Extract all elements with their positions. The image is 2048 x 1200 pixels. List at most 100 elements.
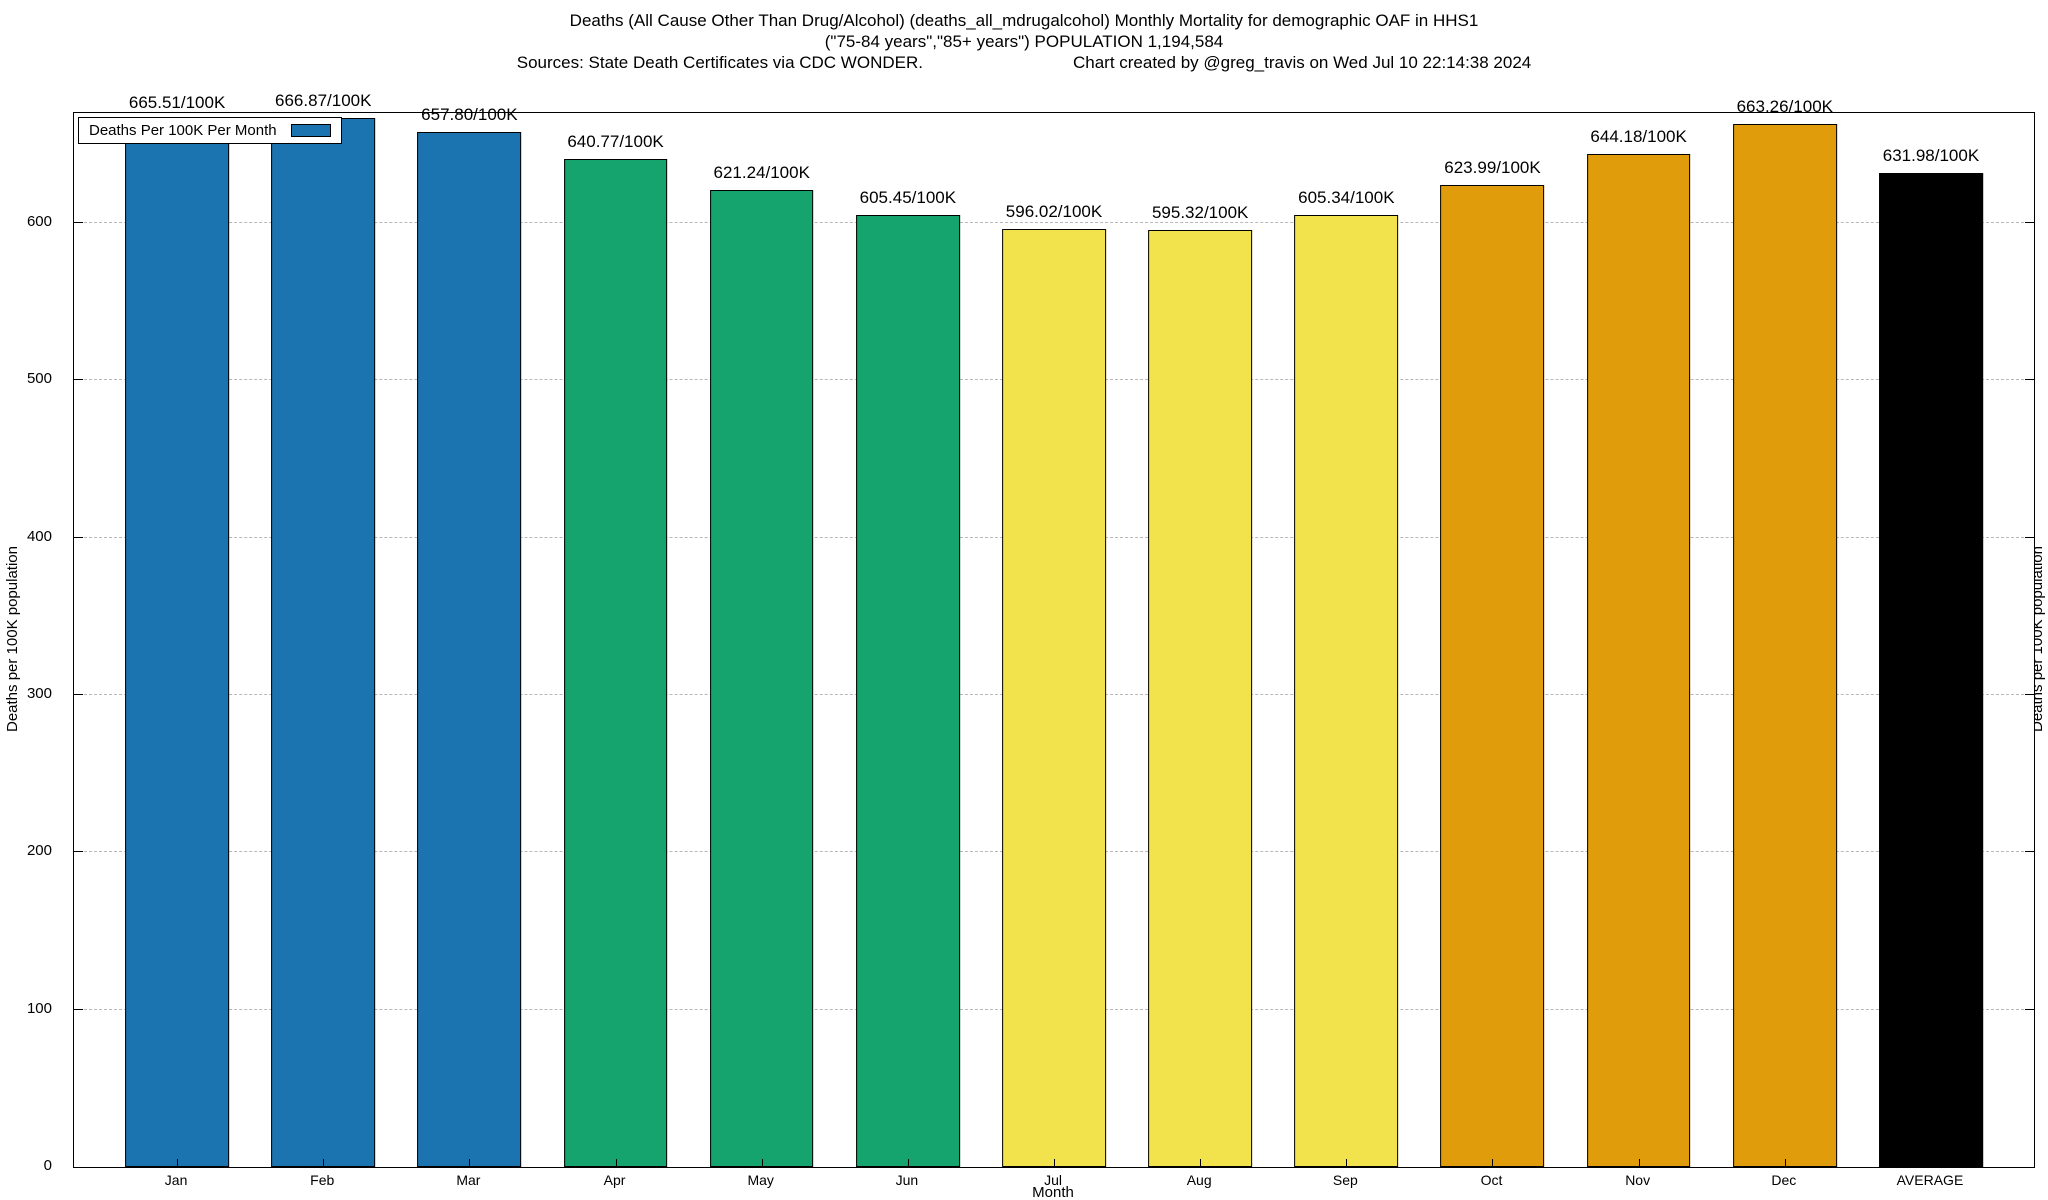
x-tick-mark-dec (1784, 1159, 1786, 1167)
bar-nov (1586, 153, 1691, 1167)
x-tick-label-average: AVERAGE (1896, 1172, 1964, 1188)
y-tick-label-100: 100 (26, 999, 52, 1017)
y-tick-mark-left-600 (74, 222, 83, 224)
x-axis-label: Month (1032, 1184, 1074, 1200)
x-tick-mark-jan (177, 1159, 179, 1167)
chart-source-note: Sources: State Death Certificates via CD… (516, 53, 923, 72)
bar-jul (1002, 229, 1106, 1167)
x-tick-labels: Jan Feb Mar Apr May Jun Jul Aug Sep Oct Nov Dec AVER… (73, 1172, 2033, 1188)
y-tick-mark-left-100 (74, 1008, 83, 1010)
chart-title-line1: Deaths (All Cause Other Than Drug/Alcoho… (569, 11, 1479, 30)
x-tick-mark-oct (1492, 1159, 1494, 1167)
y-tick-mark-right-400 (2025, 536, 2034, 538)
x-tick-label-jun: Jun (895, 1172, 919, 1188)
x-tick-mark-may (761, 1159, 763, 1167)
bar-slot-feb: 666.87/100K (250, 91, 396, 1167)
x-tick-mark-aug (1200, 1159, 1202, 1167)
bar-value-label-may: 621.24/100K (713, 162, 810, 182)
x-tick-label-dec: Dec (1771, 1172, 1797, 1188)
legend-label: Deaths Per 100K Per Month (89, 122, 277, 139)
bar-may (709, 189, 814, 1167)
bars-layer: 665.51/100K 666.87/100K 657.80/100K 640.77/… (74, 91, 2034, 1167)
y-tick-label-200: 200 (26, 842, 52, 860)
x-tick-label-aug: Aug (1186, 1172, 1212, 1188)
bar-value-label-oct: 623.99/100K (1444, 158, 1541, 178)
bar-mar (417, 132, 522, 1167)
y-tick-mark-left-200 (74, 851, 83, 853)
chart-title-line3: Sources: State Death Certificates via CD… (0, 52, 2048, 73)
gridline-600 (74, 222, 2034, 224)
x-tick-label-jul: Jul (1044, 1172, 1062, 1188)
x-tick-label-mar: Mar (456, 1172, 481, 1188)
bar-value-label-jul: 596.02/100K (1005, 202, 1103, 222)
bar-slot-jan: 665.51/100K (104, 93, 250, 1167)
bar-slot-nov: 644.18/100K (1566, 113, 1712, 1167)
bar-oct (1440, 185, 1545, 1167)
bar-value-label-apr: 640.77/100K (567, 131, 664, 151)
bar-average (1879, 172, 1983, 1167)
bar-apr (563, 158, 668, 1167)
legend-swatch (290, 124, 331, 137)
bar-value-label-feb: 666.87/100K (275, 90, 372, 110)
x-tick-mark-jul (1054, 1159, 1056, 1167)
y-tick-mark-left-400 (74, 536, 83, 538)
bar-feb (271, 117, 376, 1167)
x-tick-mark-apr (615, 1159, 617, 1167)
bar-slot-mar: 657.80/100K (396, 105, 542, 1167)
x-tick-label-oct: Oct (1480, 1172, 1503, 1188)
y-tick-marks (74, 113, 2034, 1167)
x-tick-mark-average (1930, 1159, 1932, 1167)
x-tick-mark-nov (1638, 1159, 1640, 1167)
bar-value-label-jan: 665.51/100K (128, 93, 226, 113)
y-tick-mark-right-300 (2025, 694, 2034, 696)
bar-value-label-mar: 657.80/100K (421, 105, 518, 125)
x-tick-label-nov: Nov (1625, 1172, 1651, 1188)
bar-sep (1294, 214, 1399, 1167)
y-tick-mark-right-100 (2025, 1008, 2034, 1010)
bar-slot-dec: 663.26/100K (1712, 97, 1858, 1167)
bar-value-label-aug: 595.32/100K (1151, 203, 1249, 223)
plot-area: 665.51/100K 666.87/100K 657.80/100K 640.77/… (73, 91, 2035, 1168)
y-tick-mark-left-500 (74, 379, 83, 381)
y-tick-label-300: 300 (26, 685, 52, 703)
chart-titles: Deaths (All Cause Other Than Drug/Alcoho… (0, 10, 2048, 73)
bar-dec (1732, 123, 1837, 1167)
bar-slot-apr: 640.77/100K (542, 113, 688, 1167)
y-tick-label-400: 400 (26, 527, 52, 545)
bar-jan (125, 120, 229, 1167)
x-tick-label-may: May (747, 1172, 774, 1188)
y-tick-label-0: 0 (43, 1157, 52, 1174)
x-tick-label-apr: Apr (603, 1172, 626, 1188)
bar-value-label-jun: 605.45/100K (859, 187, 957, 207)
bar-slot-may: 621.24/100K (689, 113, 835, 1167)
y-tick-mark-left-300 (74, 694, 83, 696)
x-tick-mark-jun (907, 1159, 909, 1167)
bar-slot-oct: 623.99/100K (1419, 113, 1565, 1167)
x-tick-mark-sep (1346, 1159, 1348, 1167)
chart-title-line2: ("75-84 years","85+ years") POPULATION 1… (824, 32, 1224, 51)
bar-value-label-nov: 644.18/100K (1590, 126, 1687, 146)
x-tick-label-sep: Sep (1332, 1172, 1358, 1188)
bar-slot-sep: 605.34/100K (1273, 113, 1419, 1167)
y-tick-labels: 0 100 200 300 400 500 600 (0, 112, 62, 1174)
bar-jun (855, 214, 960, 1167)
bar-value-label-dec: 663.26/100K (1736, 96, 1834, 116)
bar-slot-aug: 595.32/100K (1127, 113, 1273, 1167)
y-tick-mark-right-600 (2025, 222, 2034, 224)
bar-slot-average: 631.98/100K (1858, 113, 2004, 1167)
y-tick-mark-right-200 (2025, 851, 2034, 853)
bar-value-label-average: 631.98/100K (1882, 145, 1980, 165)
x-tick-mark-feb (323, 1159, 325, 1167)
chart-credit-note: Chart created by @greg_travis on Wed Jul… (1072, 53, 1532, 72)
x-tick-label-jan: Jan (164, 1172, 188, 1188)
x-tick-label-feb: Feb (310, 1172, 335, 1188)
bar-slot-jun: 605.45/100K (835, 113, 981, 1167)
bar-aug (1148, 230, 1253, 1167)
y-tick-label-500: 500 (26, 370, 52, 388)
y-tick-mark-right-500 (2025, 379, 2034, 381)
legend: Deaths Per 100K Per Month (78, 117, 342, 144)
bar-slot-jul: 596.02/100K (981, 113, 1127, 1167)
y-tick-label-600: 600 (26, 213, 52, 231)
bar-value-label-sep: 605.34/100K (1298, 187, 1395, 207)
